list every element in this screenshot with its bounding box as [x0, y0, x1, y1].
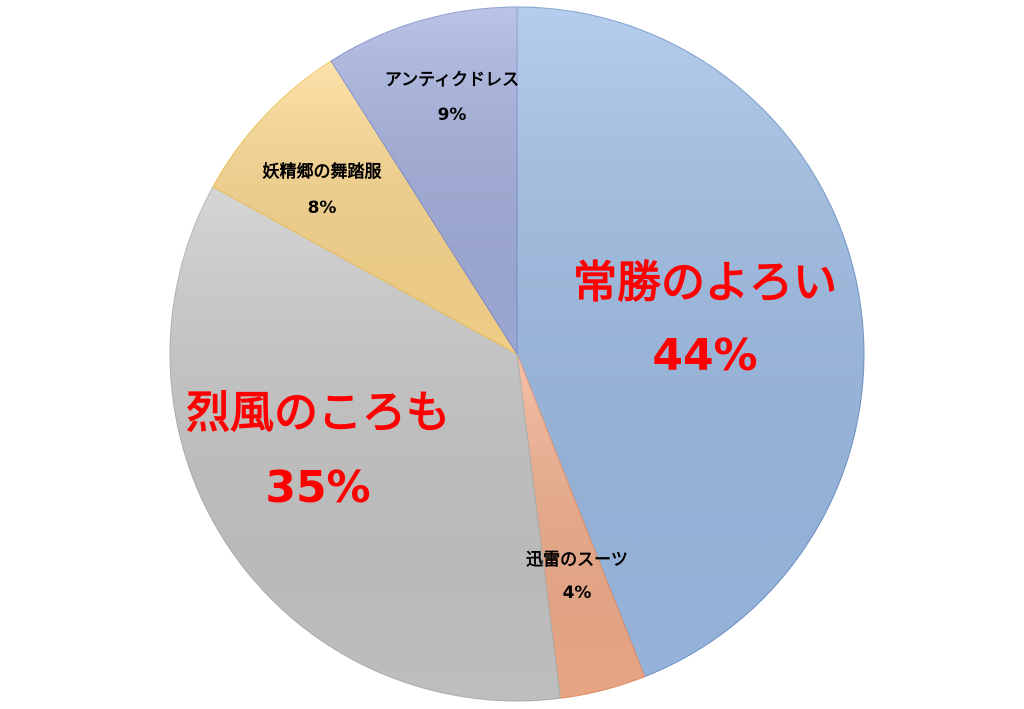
slice-shade: [212, 61, 518, 354]
slice-label: アンティクドレス: [385, 70, 519, 90]
value-label: 8%: [308, 198, 337, 218]
value-label: 4%: [563, 583, 592, 603]
slice-shade: [517, 7, 864, 677]
slice-label: 妖精郷の舞踏服: [263, 161, 383, 182]
slice-shade: [331, 7, 517, 354]
slice-shade: [170, 186, 561, 702]
slice-shade: [517, 354, 645, 699]
slice-label: 迅雷のスーツ: [526, 550, 628, 570]
slice-label: 常勝のよろい: [573, 257, 837, 308]
value-label: 35%: [265, 462, 370, 513]
slice-label: 烈風のころも: [186, 387, 450, 438]
value-label: 44%: [652, 330, 757, 381]
value-label: 9%: [438, 105, 467, 125]
